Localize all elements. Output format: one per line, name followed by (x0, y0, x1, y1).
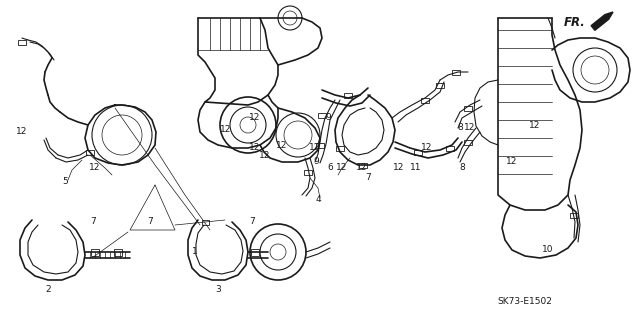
Text: FR.: FR. (563, 16, 585, 28)
Bar (318, 113, 326, 117)
Text: 9: 9 (313, 158, 319, 167)
Text: 12: 12 (250, 114, 260, 122)
Bar (91, 249, 99, 256)
Text: 12: 12 (356, 164, 368, 173)
Text: 12: 12 (336, 164, 348, 173)
Text: 5: 5 (62, 177, 68, 187)
Text: 3: 3 (215, 286, 221, 294)
Text: 2: 2 (45, 286, 51, 294)
Bar (344, 93, 352, 98)
Text: 11: 11 (410, 164, 422, 173)
Bar (414, 150, 422, 154)
Bar (464, 139, 472, 145)
Text: SK73-E1502: SK73-E1502 (497, 298, 552, 307)
Text: 12: 12 (16, 128, 28, 137)
Text: 12: 12 (464, 123, 476, 132)
Bar (114, 249, 122, 256)
Text: 12: 12 (421, 144, 433, 152)
Bar (316, 143, 324, 147)
Text: 12: 12 (250, 144, 260, 152)
Text: 7: 7 (147, 218, 153, 226)
Bar (446, 145, 454, 151)
Text: 12: 12 (529, 121, 541, 130)
Bar (452, 70, 460, 75)
Text: 12: 12 (90, 164, 100, 173)
Text: 12: 12 (309, 144, 321, 152)
Text: 7: 7 (365, 174, 371, 182)
Bar (304, 169, 312, 174)
Text: 12: 12 (259, 151, 271, 160)
Text: 12: 12 (394, 164, 404, 173)
FancyArrow shape (591, 12, 613, 30)
Bar (86, 150, 94, 154)
Bar (570, 212, 578, 218)
Text: 7: 7 (249, 218, 255, 226)
Text: 7: 7 (90, 218, 96, 226)
Bar (18, 40, 26, 44)
Bar (251, 249, 259, 256)
Bar (464, 106, 472, 110)
Bar (202, 219, 209, 225)
Text: 12: 12 (506, 158, 518, 167)
Bar (336, 145, 344, 151)
Text: 9: 9 (325, 114, 331, 122)
Text: 6: 6 (327, 164, 333, 173)
Bar (436, 83, 444, 87)
Text: 12: 12 (220, 125, 232, 135)
Text: 8: 8 (457, 123, 463, 132)
Text: 4: 4 (315, 196, 321, 204)
Text: 12: 12 (276, 140, 288, 150)
Bar (359, 162, 367, 167)
Text: 8: 8 (459, 164, 465, 173)
Bar (421, 98, 429, 102)
Text: 10: 10 (542, 246, 554, 255)
Text: 1: 1 (192, 248, 198, 256)
